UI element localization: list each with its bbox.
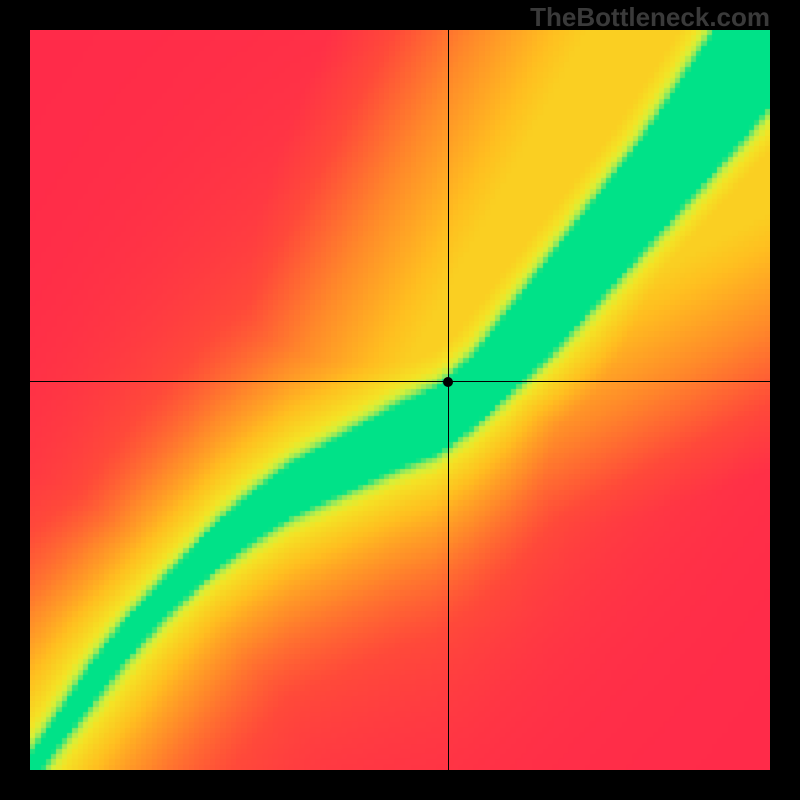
- watermark-text: TheBottleneck.com: [530, 2, 770, 33]
- heatmap-canvas: [30, 30, 770, 770]
- crosshair-vertical: [448, 30, 449, 770]
- bottleneck-heatmap-chart: TheBottleneck.com: [0, 0, 800, 800]
- crosshair-horizontal: [30, 381, 770, 382]
- crosshair-marker-dot: [443, 377, 453, 387]
